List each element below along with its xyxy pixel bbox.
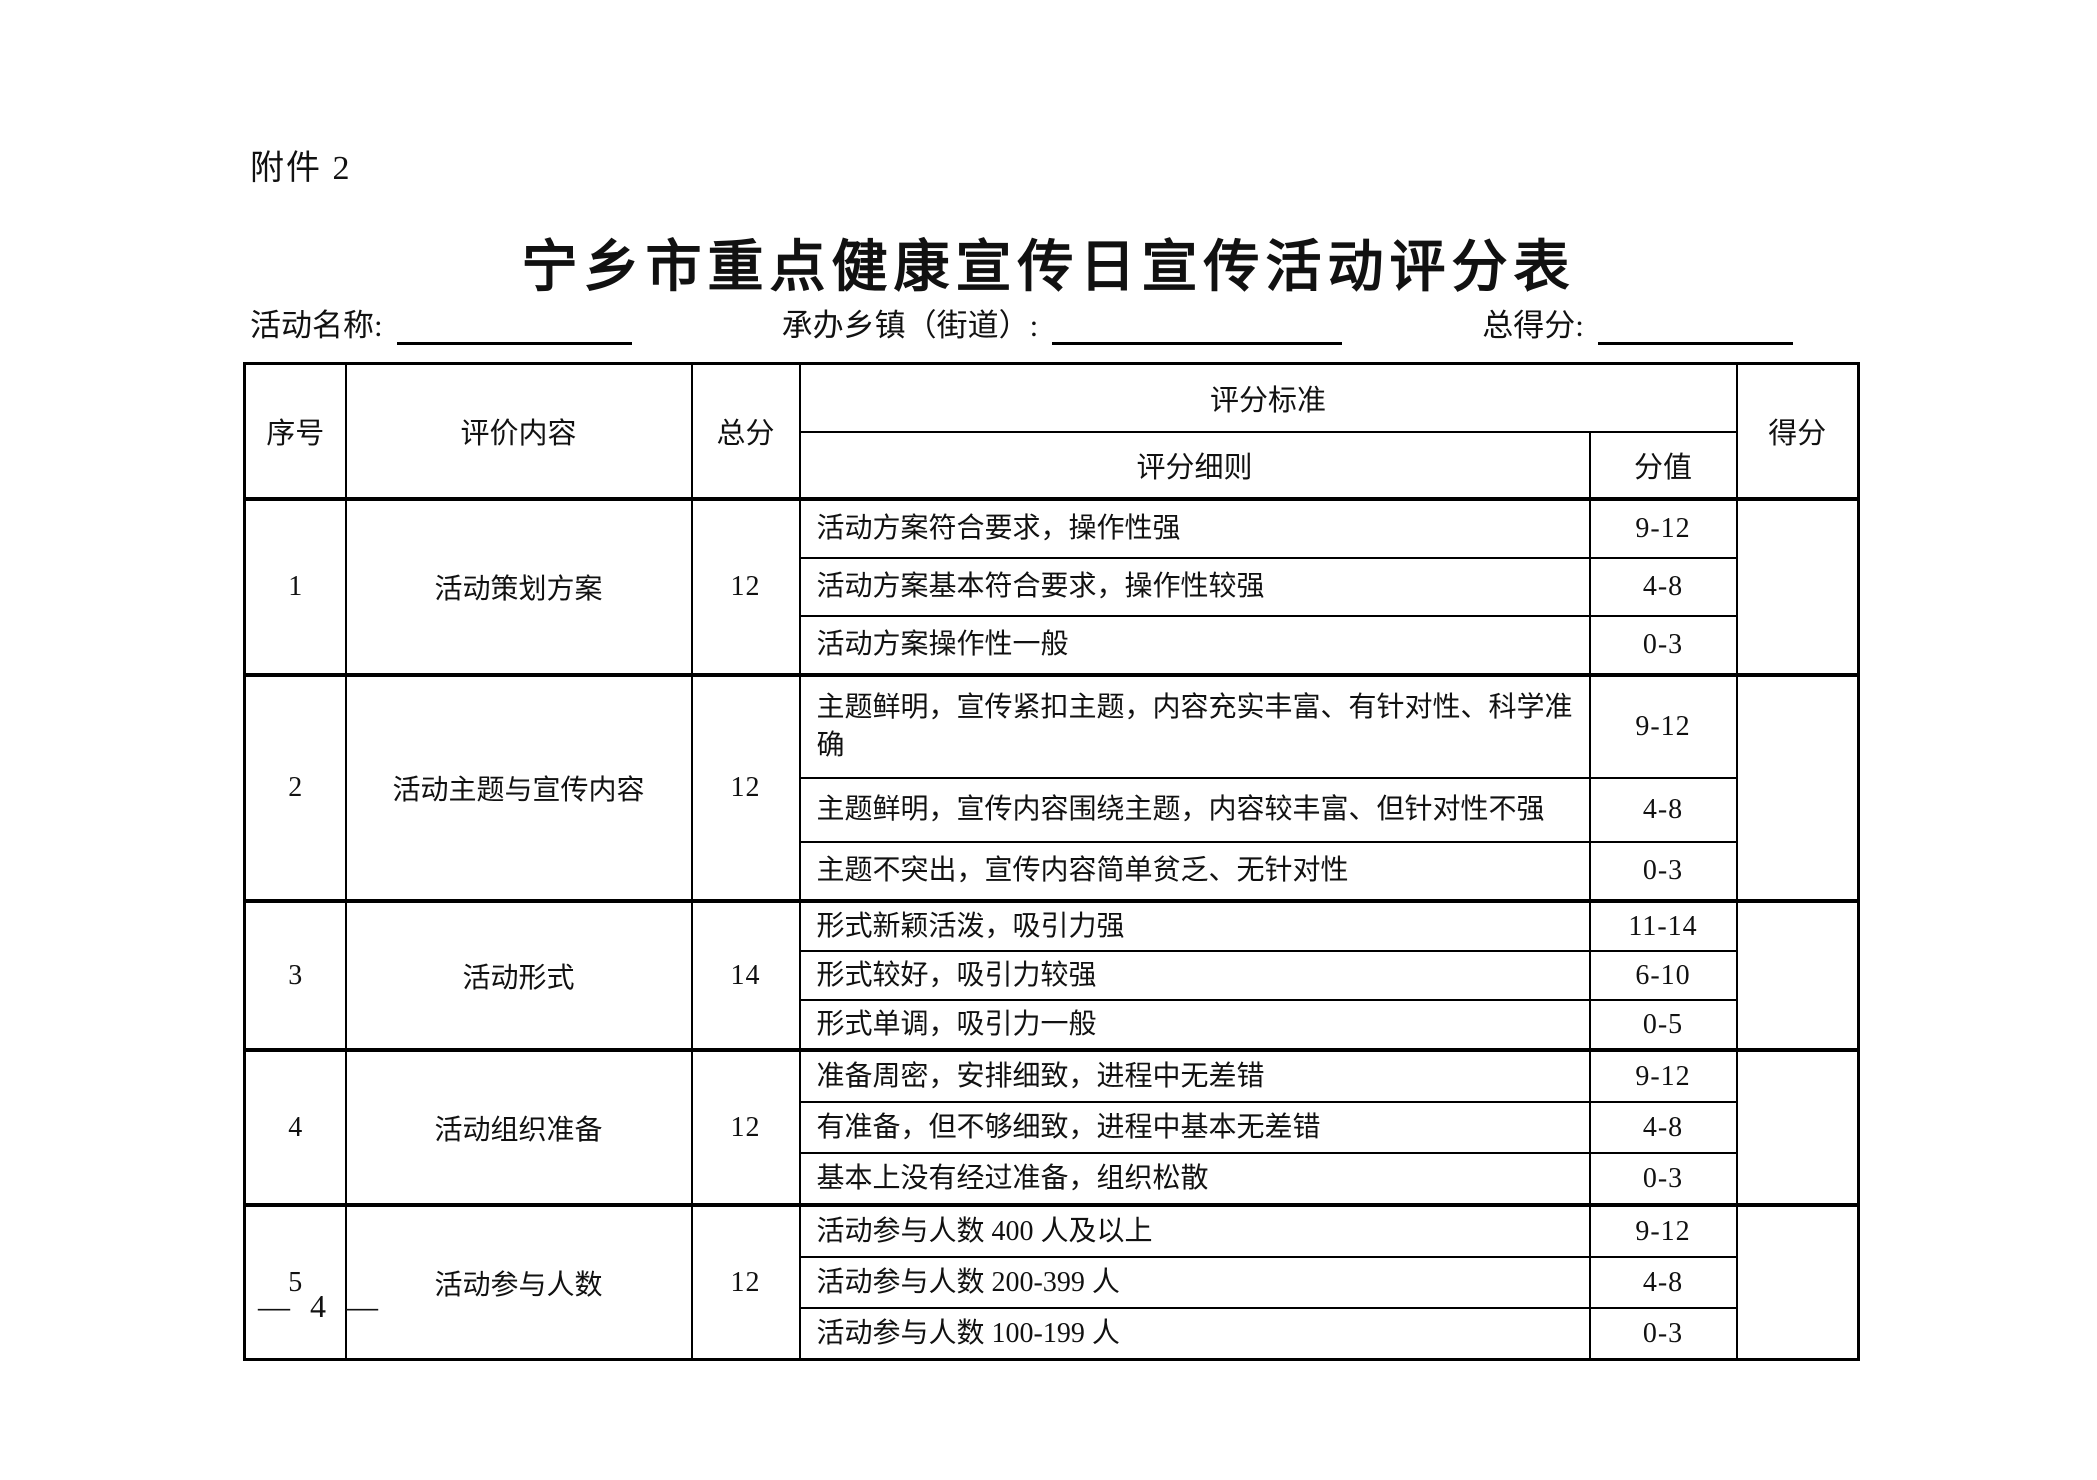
table-row: 1 活动策划方案 12 活动方案符合要求，操作性强 9-12 (243, 497, 1860, 676)
row-content: 活动形式 (344, 899, 693, 1051)
score-cell (1735, 899, 1860, 1051)
criterion-detail: 活动参与人数 100-199 人 (798, 1307, 1591, 1361)
score-cell (1735, 1048, 1860, 1206)
table-row: 形式较好，吸引力较强 6-10 (245, 950, 1859, 1001)
criterion-detail: 活动参与人数 400 人及以上 (798, 1203, 1591, 1258)
activity-name-field: 活动名称: (250, 300, 632, 345)
table-row: 主题不突出，宣传内容简单贫乏、无针对性 0-3 (245, 841, 1859, 902)
criterion-value: 4-8 (1588, 557, 1738, 617)
header-standard: 评分标准 (798, 362, 1738, 433)
header-detail: 评分细则 (798, 431, 1591, 500)
page-title: 宁乡市重点健康宣传日宣传活动评分表 (521, 237, 1576, 299)
row-content: 活动组织准备 (344, 1048, 693, 1206)
criterion-detail: 形式较好，吸引力较强 (798, 950, 1591, 1001)
table-row: 活动方案操作性一般 0-3 (245, 615, 1859, 676)
criterion-detail: 活动方案符合要求，操作性强 (798, 497, 1591, 559)
total-score-field: 总得分: (1482, 300, 1793, 345)
header-value: 分值 (1588, 431, 1738, 500)
table-header-row-2: 评分细则 分值 (245, 431, 1859, 500)
organizer-blank (1052, 306, 1343, 345)
header-score: 得分 (1735, 362, 1860, 500)
table-row: 主题鲜明，宣传内容围绕主题，内容较丰富、但针对性不强 4-8 (245, 777, 1859, 843)
header-total: 总分 (690, 362, 801, 500)
table-row: 4 活动组织准备 12 准备周密，安排细致，进程中无差错 9-12 (243, 1048, 1860, 1206)
total-score-blank (1597, 306, 1793, 345)
table-row: 2 活动主题与宣传内容 12 主题鲜明，宣传紧扣主题，内容充实丰富、有针对性、科… (243, 673, 1860, 902)
criterion-detail: 主题鲜明，宣传内容围绕主题，内容较丰富、但针对性不强 (798, 777, 1591, 843)
row-index: 5 (243, 1203, 347, 1361)
row-total: 12 (690, 673, 801, 902)
criterion-value: 4-8 (1588, 1101, 1738, 1154)
criterion-value: 6-10 (1588, 950, 1738, 1001)
table-row: 5 活动参与人数 12 活动参与人数 400 人及以上 9-12 (243, 1203, 1860, 1361)
score-cell (1735, 673, 1860, 902)
scoring-table: 序号 评价内容 总分 评分标准 得分 评分细则 分值 1 活动策划方案 12 活… (243, 362, 1861, 1361)
row-total: 12 (690, 1048, 801, 1206)
criterion-value: 9-12 (1588, 1203, 1738, 1258)
organizer-field: 承办乡镇（街道）: (782, 300, 1343, 345)
score-cell (1735, 497, 1860, 676)
criterion-value: 0-5 (1588, 999, 1738, 1051)
row-index: 2 (243, 673, 347, 902)
row-total: 14 (690, 899, 801, 1051)
row-content: 活动策划方案 (344, 497, 693, 676)
activity-name-label: 活动名称: (250, 308, 383, 343)
row-total: 12 (690, 497, 801, 676)
table-row: 基本上没有经过准备，组织松散 0-3 (245, 1152, 1859, 1206)
page-number: — 4 — (258, 1288, 384, 1324)
score-cell (1735, 1203, 1860, 1361)
row-index: 3 (243, 899, 347, 1051)
criterion-value: 0-3 (1588, 1152, 1738, 1206)
row-index: 1 (243, 497, 347, 676)
table-row: 有准备，但不够细致，进程中基本无差错 4-8 (245, 1101, 1859, 1154)
criterion-value: 0-3 (1588, 1307, 1738, 1361)
table-row: 活动方案基本符合要求，操作性较强 4-8 (245, 557, 1859, 617)
criterion-detail: 主题不突出，宣传内容简单贫乏、无针对性 (798, 841, 1591, 902)
criterion-detail: 形式新颖活泼，吸引力强 (798, 899, 1591, 952)
criterion-detail: 形式单调，吸引力一般 (798, 999, 1591, 1051)
total-score-label: 总得分: (1482, 308, 1584, 343)
row-total: 12 (690, 1203, 801, 1361)
header-index: 序号 (243, 362, 347, 500)
activity-name-blank (396, 306, 632, 345)
row-content: 活动主题与宣传内容 (344, 673, 693, 902)
row-index: 4 (243, 1048, 347, 1206)
table-header-row-1: 序号 评价内容 总分 评分标准 得分 (243, 362, 1860, 500)
criterion-detail: 活动方案基本符合要求，操作性较强 (798, 557, 1591, 617)
criterion-detail: 主题鲜明，宣传紧扣主题，内容充实丰富、有针对性、科学准确 (798, 673, 1591, 779)
table-row: 形式单调，吸引力一般 0-5 (245, 999, 1859, 1051)
criterion-detail: 准备周密，安排细致，进程中无差错 (798, 1048, 1591, 1103)
criterion-value: 4-8 (1588, 777, 1738, 843)
criterion-value: 11-14 (1588, 899, 1738, 952)
criterion-detail: 活动参与人数 200-399 人 (798, 1256, 1591, 1309)
header-content: 评价内容 (344, 362, 693, 500)
criterion-value: 4-8 (1588, 1256, 1738, 1309)
criterion-value: 9-12 (1588, 673, 1738, 779)
row-content: 活动参与人数 (344, 1203, 693, 1361)
table-row: 3 活动形式 14 形式新颖活泼，吸引力强 11-14 (243, 899, 1860, 1051)
criterion-value: 9-12 (1588, 1048, 1738, 1103)
criterion-detail: 活动方案操作性一般 (798, 615, 1591, 676)
table-row: 活动参与人数 100-199 人 0-3 (245, 1307, 1859, 1361)
table-row: 活动参与人数 200-399 人 4-8 (245, 1256, 1859, 1309)
criterion-value: 0-3 (1588, 841, 1738, 902)
organizer-label: 承办乡镇（街道）: (781, 308, 1039, 343)
criterion-detail: 有准备，但不够细致，进程中基本无差错 (798, 1101, 1591, 1154)
form-fields-row: 活动名称: 承办乡镇（街道）: 总得分: (250, 300, 1860, 345)
attachment-label: 附件 2 (250, 150, 352, 187)
criterion-value: 0-3 (1588, 615, 1738, 676)
criterion-value: 9-12 (1588, 497, 1738, 559)
criterion-detail: 基本上没有经过准备，组织松散 (798, 1152, 1591, 1206)
